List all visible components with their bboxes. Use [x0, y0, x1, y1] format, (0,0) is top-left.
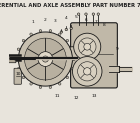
Circle shape: [49, 30, 52, 32]
Circle shape: [78, 62, 97, 81]
Text: 7: 7: [94, 20, 97, 24]
Text: 13: 13: [92, 94, 97, 98]
Circle shape: [22, 39, 25, 42]
Circle shape: [73, 58, 75, 60]
Text: 9: 9: [115, 47, 118, 51]
Circle shape: [17, 68, 20, 70]
Circle shape: [85, 13, 87, 15]
Circle shape: [16, 58, 18, 60]
Circle shape: [39, 30, 42, 32]
Circle shape: [38, 52, 53, 66]
Circle shape: [84, 68, 91, 75]
Text: 8: 8: [103, 23, 106, 27]
Text: 1: 1: [32, 20, 34, 24]
Circle shape: [65, 28, 67, 31]
Text: 11: 11: [55, 94, 60, 98]
Circle shape: [78, 38, 96, 55]
Circle shape: [59, 33, 61, 35]
Text: 4: 4: [65, 16, 68, 20]
Text: 2: 2: [44, 18, 47, 22]
Circle shape: [77, 13, 80, 15]
Circle shape: [74, 33, 101, 60]
Circle shape: [24, 38, 66, 80]
Circle shape: [92, 13, 95, 15]
Text: 3: 3: [54, 19, 57, 23]
Text: DIFFERENTIAL AND AXLE ASSEMBLY PART NUMBER 71540: DIFFERENTIAL AND AXLE ASSEMBLY PART NUMB…: [0, 3, 140, 8]
Circle shape: [66, 47, 79, 60]
Circle shape: [70, 27, 73, 30]
Text: 5: 5: [75, 15, 78, 19]
Circle shape: [66, 39, 69, 42]
Circle shape: [18, 32, 73, 86]
Circle shape: [59, 83, 61, 85]
Text: 10: 10: [16, 72, 21, 76]
Circle shape: [39, 86, 42, 88]
Circle shape: [42, 56, 48, 62]
Text: 12: 12: [73, 96, 79, 100]
Circle shape: [97, 13, 100, 15]
Circle shape: [84, 43, 91, 50]
Polygon shape: [9, 58, 16, 63]
Circle shape: [60, 31, 63, 33]
Circle shape: [30, 83, 32, 85]
Circle shape: [22, 76, 25, 79]
Circle shape: [49, 86, 52, 88]
Circle shape: [17, 48, 20, 50]
FancyBboxPatch shape: [14, 68, 21, 84]
Circle shape: [73, 57, 102, 86]
Text: 6: 6: [85, 18, 87, 22]
Circle shape: [71, 68, 74, 70]
FancyBboxPatch shape: [71, 23, 117, 88]
Circle shape: [30, 33, 32, 35]
Circle shape: [71, 48, 74, 50]
Circle shape: [66, 76, 69, 79]
